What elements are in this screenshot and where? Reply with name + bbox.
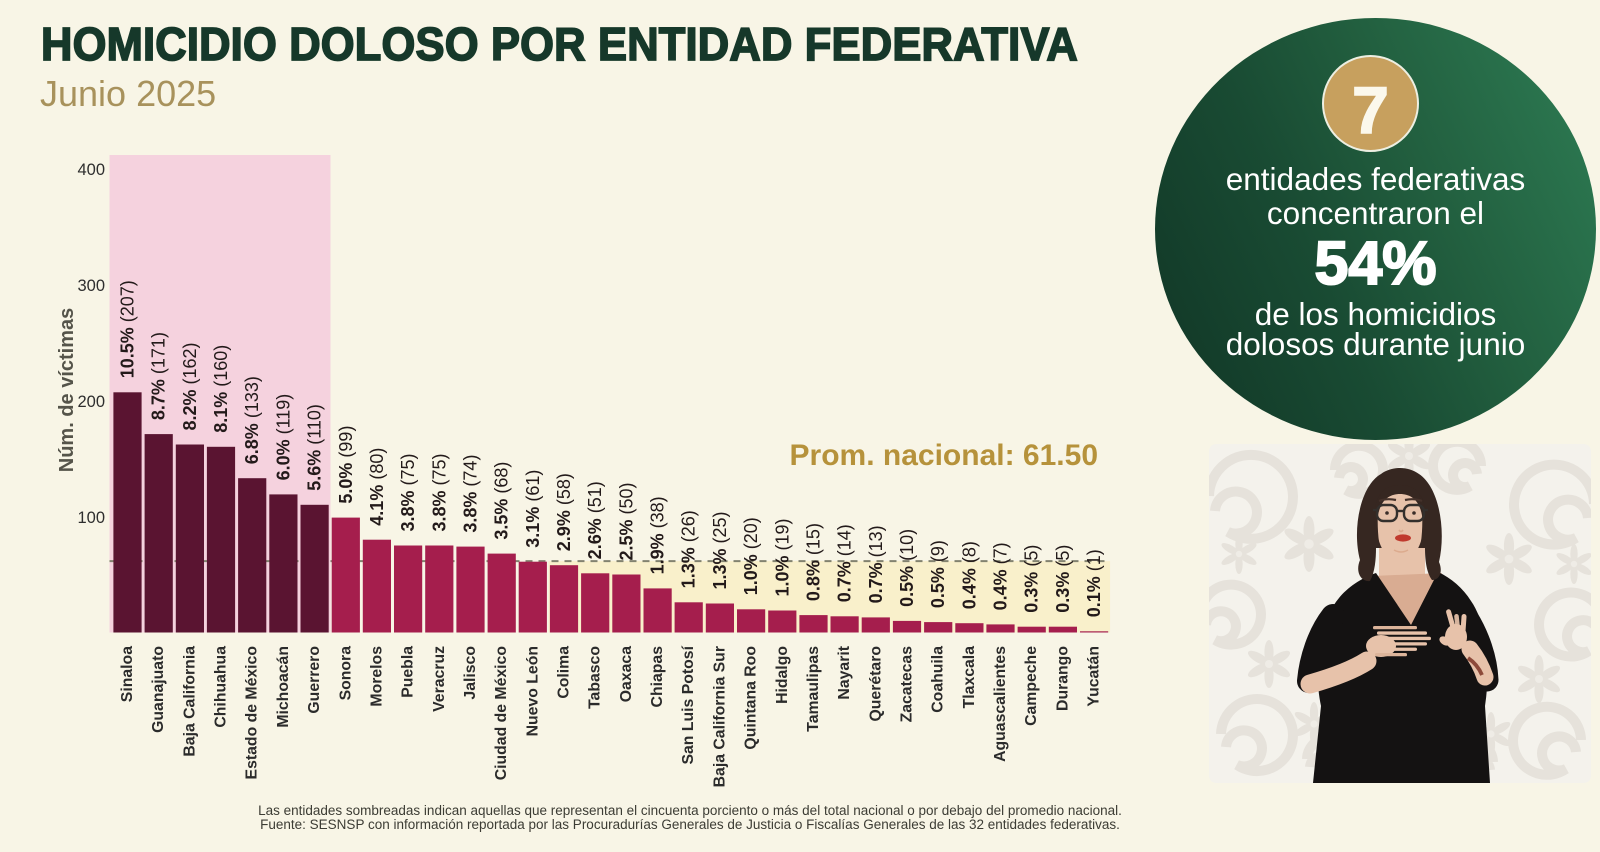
svg-text:Chiapas: Chiapas xyxy=(649,646,666,708)
svg-text:Campeche: Campeche xyxy=(1023,646,1040,726)
svg-text:Jalisco: Jalisco xyxy=(462,646,479,700)
svg-text:Tamaulipas: Tamaulipas xyxy=(805,646,822,732)
svg-text:1.0% (20): 1.0% (20) xyxy=(741,517,761,595)
svg-text:5.0% (99): 5.0% (99) xyxy=(336,426,356,504)
svg-text:300: 300 xyxy=(77,277,105,295)
svg-text:3.5% (68): 3.5% (68) xyxy=(492,462,512,540)
svg-text:Sinaloa: Sinaloa xyxy=(119,646,136,702)
svg-text:8.2% (162): 8.2% (162) xyxy=(180,342,200,430)
svg-text:Michoacán: Michoacán xyxy=(275,646,292,728)
svg-text:Sonora: Sonora xyxy=(337,646,354,701)
svg-text:Quintana Roo: Quintana Roo xyxy=(743,646,760,750)
svg-text:4.1% (80): 4.1% (80) xyxy=(367,448,387,526)
svg-text:Puebla: Puebla xyxy=(400,646,417,698)
svg-text:Oaxaca: Oaxaca xyxy=(618,646,635,702)
svg-text:Querétaro: Querétaro xyxy=(867,646,884,722)
svg-text:0.3% (5): 0.3% (5) xyxy=(1022,545,1042,613)
svg-text:0.5% (10): 0.5% (10) xyxy=(897,529,917,607)
svg-text:Baja California Sur: Baja California Sur xyxy=(711,646,728,787)
svg-text:Guerrero: Guerrero xyxy=(306,646,323,714)
svg-text:1.0% (19): 1.0% (19) xyxy=(772,518,792,596)
svg-text:Nayarit: Nayarit xyxy=(836,645,853,699)
svg-text:0.7% (14): 0.7% (14) xyxy=(835,524,855,602)
svg-text:3.8% (75): 3.8% (75) xyxy=(429,453,449,531)
svg-text:Ciudad de México: Ciudad de México xyxy=(493,646,510,781)
svg-text:3.8% (75): 3.8% (75) xyxy=(398,453,418,531)
svg-text:3.8% (74): 3.8% (74) xyxy=(461,455,481,533)
svg-text:8.1% (160): 8.1% (160) xyxy=(211,345,231,433)
svg-text:Nuevo León: Nuevo León xyxy=(524,646,541,736)
svg-text:200: 200 xyxy=(77,393,105,411)
svg-text:Colima: Colima xyxy=(556,646,573,699)
svg-text:0.4% (8): 0.4% (8) xyxy=(959,541,979,609)
svg-text:2.9% (58): 2.9% (58) xyxy=(554,473,574,551)
svg-text:Aguascalientes: Aguascalientes xyxy=(992,646,1009,762)
svg-text:0.8% (15): 0.8% (15) xyxy=(804,523,824,601)
svg-text:Tlaxcala: Tlaxcala xyxy=(961,646,978,709)
svg-text:Yucatán: Yucatán xyxy=(1086,646,1103,707)
svg-text:Hidalgo: Hidalgo xyxy=(774,646,791,704)
svg-text:8.7% (171): 8.7% (171) xyxy=(149,332,169,420)
svg-text:3.1% (61): 3.1% (61) xyxy=(523,470,543,548)
svg-text:0.3% (5): 0.3% (5) xyxy=(1053,545,1073,613)
svg-text:Guanajuato: Guanajuato xyxy=(150,646,167,733)
svg-text:Durango: Durango xyxy=(1054,646,1071,711)
svg-text:0.1% (1): 0.1% (1) xyxy=(1084,549,1104,617)
svg-text:1.9% (38): 1.9% (38) xyxy=(648,496,668,574)
svg-text:Estado de México: Estado de México xyxy=(244,646,261,780)
svg-text:Núm. de víctimas: Núm. de víctimas xyxy=(56,308,78,473)
svg-text:Veracruz: Veracruz xyxy=(431,646,448,712)
svg-text:Coahuila: Coahuila xyxy=(930,646,947,713)
svg-text:2.5% (50): 2.5% (50) xyxy=(616,482,636,560)
svg-text:1.3% (25): 1.3% (25) xyxy=(710,511,730,589)
svg-text:10.5% (207): 10.5% (207) xyxy=(118,280,138,378)
svg-text:0.7% (13): 0.7% (13) xyxy=(866,525,886,603)
svg-text:0.5% (9): 0.5% (9) xyxy=(928,540,948,608)
svg-text:Zacatecas: Zacatecas xyxy=(899,646,916,723)
svg-text:400: 400 xyxy=(77,161,105,179)
svg-text:2.6% (51): 2.6% (51) xyxy=(585,481,605,559)
svg-text:100: 100 xyxy=(77,509,105,527)
svg-text:6.8% (133): 6.8% (133) xyxy=(242,376,262,464)
svg-text:5.6% (110): 5.6% (110) xyxy=(305,404,325,491)
svg-text:1.3% (26): 1.3% (26) xyxy=(679,510,699,588)
svg-text:6.0% (119): 6.0% (119) xyxy=(273,394,293,481)
svg-text:Tabasco: Tabasco xyxy=(587,646,604,709)
svg-text:0.4% (7): 0.4% (7) xyxy=(991,542,1011,610)
svg-text:Chihuahua: Chihuahua xyxy=(213,646,230,728)
svg-text:Prom. nacional: 61.50: Prom. nacional: 61.50 xyxy=(790,439,1098,472)
svg-text:San Luis Potosí: San Luis Potosí xyxy=(680,645,697,764)
svg-text:Morelos: Morelos xyxy=(368,646,385,707)
svg-text:Baja California: Baja California xyxy=(181,646,198,757)
